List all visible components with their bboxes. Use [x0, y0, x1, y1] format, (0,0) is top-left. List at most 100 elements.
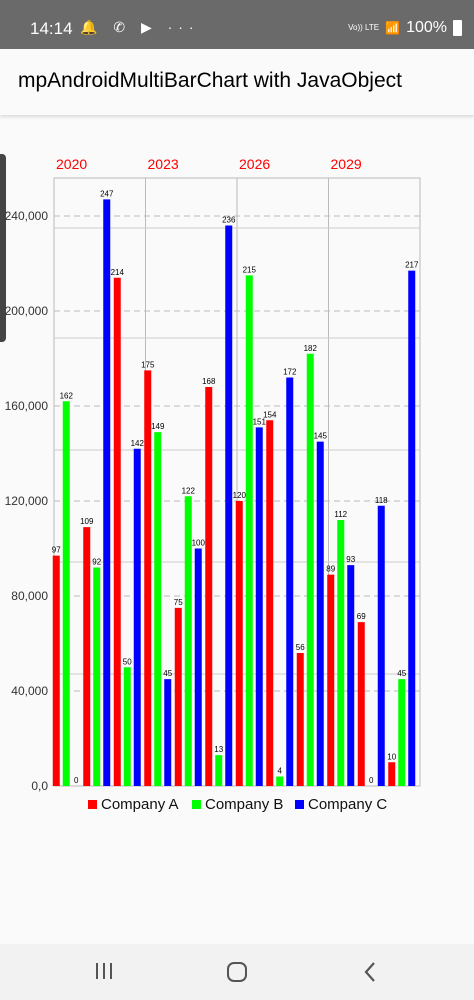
bar-company-c[interactable]: [225, 225, 233, 787]
y-tick-label: 40,000: [11, 684, 48, 698]
data-label: 45: [397, 669, 406, 678]
bar-company-c[interactable]: [194, 548, 202, 787]
bar-company-b[interactable]: [184, 496, 192, 786]
data-label: 89: [326, 565, 335, 574]
bar-company-c[interactable]: [286, 377, 294, 787]
back-icon[interactable]: [362, 961, 378, 983]
y-tick-label: 80,000: [11, 589, 48, 603]
data-label: 56: [296, 643, 305, 652]
data-label: 75: [174, 598, 183, 607]
status-right: Vo)) LTE 📶 100%: [348, 19, 462, 37]
data-label: 50: [123, 657, 132, 666]
data-label: 109: [80, 517, 94, 526]
app-bar: mpAndroidMultiBarChart with JavaObject: [0, 49, 474, 115]
bar-company-b[interactable]: [306, 353, 314, 786]
legend-swatch: [192, 800, 201, 809]
data-label: 112: [334, 510, 347, 519]
bar-company-a[interactable]: [174, 607, 182, 786]
data-label: 247: [100, 189, 114, 198]
group-label: 2020: [56, 156, 87, 172]
data-label: 149: [151, 422, 165, 431]
battery-icon: [453, 20, 462, 36]
data-label: 92: [92, 558, 101, 567]
bar-company-c[interactable]: [103, 199, 111, 786]
multi-bar-chart[interactable]: 0,0 40,000 80,000 120,000 160,000 200,000 240,…: [0, 116, 474, 946]
bar-company-a[interactable]: [113, 277, 121, 786]
bar-company-a[interactable]: [205, 387, 213, 786]
bar-company-b[interactable]: [62, 401, 70, 786]
group-label: 2029: [331, 156, 362, 172]
recents-icon[interactable]: [94, 962, 114, 980]
bar-company-c[interactable]: [347, 565, 355, 786]
bar-company-b[interactable]: [123, 667, 131, 786]
status-time: 14:14: [30, 19, 73, 38]
bar-company-a[interactable]: [296, 653, 304, 786]
status-bar: 14:14 🔔 ✆ ▶ ··· Vo)) LTE 📶 100%: [0, 0, 474, 49]
bar-company-b[interactable]: [93, 567, 101, 787]
data-label: 100: [192, 539, 206, 548]
bar-company-b[interactable]: [154, 432, 162, 786]
home-icon[interactable]: [226, 961, 248, 983]
bar-company-c[interactable]: [164, 679, 172, 786]
bar-company-c[interactable]: [377, 505, 385, 786]
bar-company-a[interactable]: [388, 762, 396, 786]
legend-label: Company B: [205, 796, 283, 813]
battery-percent: 100%: [406, 19, 447, 36]
data-label: 13: [214, 745, 223, 754]
legend-swatch: [88, 800, 97, 809]
bar-company-c[interactable]: [316, 441, 324, 786]
bar-company-a[interactable]: [266, 420, 274, 786]
data-label: 69: [357, 612, 366, 621]
data-label: 175: [141, 360, 155, 369]
bar-company-b[interactable]: [215, 755, 223, 786]
volte-icon: Vo)) LTE: [348, 23, 380, 32]
bar-company-b[interactable]: [337, 520, 345, 786]
group-label: 2023: [148, 156, 179, 172]
bar-company-c[interactable]: [133, 448, 141, 786]
bar-company-c[interactable]: [408, 270, 416, 786]
legend-label: Company C: [308, 796, 387, 813]
signal-icon: 📶: [385, 21, 401, 35]
legend-label: Company A: [101, 796, 179, 813]
data-label: 168: [202, 377, 216, 386]
y-tick-label: 120,000: [5, 494, 49, 508]
data-label: 214: [111, 268, 125, 277]
navigation-bar: [0, 944, 474, 1000]
notification-icons: 🔔 ✆ ▶ ···: [80, 19, 200, 35]
data-label: 118: [375, 496, 388, 505]
bar-company-b[interactable]: [398, 679, 406, 786]
bar-company-c[interactable]: [255, 427, 263, 786]
data-label: 45: [163, 669, 172, 678]
data-label: 0: [74, 776, 79, 785]
bar-company-b[interactable]: [276, 776, 284, 787]
bar-company-b[interactable]: [245, 275, 253, 786]
data-label: 0: [369, 776, 374, 785]
data-label: 217: [405, 261, 419, 270]
data-label: 154: [263, 410, 277, 419]
legend-swatch: [295, 800, 304, 809]
bar-company-a[interactable]: [327, 574, 335, 786]
data-label: 172: [283, 368, 297, 377]
app-title: mpAndroidMultiBarChart with JavaObject: [18, 69, 402, 92]
y-tick-label: 200,000: [5, 304, 49, 318]
data-label: 215: [243, 265, 257, 274]
group-label: 2026: [239, 156, 270, 172]
data-label: 236: [222, 216, 236, 225]
side-edge-handle[interactable]: [0, 154, 6, 342]
data-label: 145: [314, 432, 328, 441]
data-label: 142: [131, 439, 145, 448]
bar-company-a[interactable]: [144, 370, 152, 786]
y-tick-label: 0,0: [31, 779, 48, 793]
bar-company-a[interactable]: [52, 555, 60, 786]
data-label: 151: [253, 417, 267, 426]
data-label: 162: [60, 391, 74, 400]
data-label: 120: [233, 491, 247, 500]
data-label: 4: [278, 767, 283, 776]
data-label: 182: [304, 344, 318, 353]
bar-company-a[interactable]: [83, 527, 91, 786]
bar-company-a[interactable]: [357, 622, 365, 786]
bar-company-a[interactable]: [235, 501, 243, 786]
y-tick-label: 160,000: [5, 399, 49, 413]
data-label: 122: [182, 486, 196, 495]
data-label: 97: [52, 546, 61, 555]
